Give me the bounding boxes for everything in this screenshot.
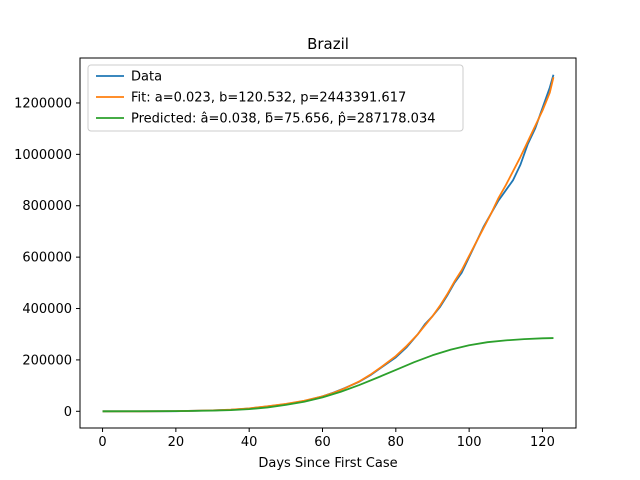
series-line-3 <box>102 337 554 413</box>
legend: Data Fit: a=0.023, b=120.532, p=2443391.6… <box>87 64 464 132</box>
y-axis: 0 200000 400000 600000 800000 1000000 1200000 <box>14 96 80 420</box>
x-tick-label: 40 <box>241 435 258 450</box>
legend-label-3: Predicted: â=0.038, ƃ=75.656, p̂=287178.… <box>131 112 436 127</box>
x-tick-label: 80 <box>388 435 405 450</box>
x-tick-label: 60 <box>314 435 331 450</box>
x-axis: 0 20 40 60 80 100 120 <box>98 428 555 450</box>
legend-label-1: Data <box>131 70 162 85</box>
y-tick-label: 200000 <box>22 353 72 368</box>
x-tick-label: 120 <box>530 435 555 450</box>
plot-area <box>102 74 555 413</box>
axes-frame <box>79 57 577 429</box>
legend-box <box>87 64 464 132</box>
x-tick-label: 20 <box>168 435 185 450</box>
y-tick-label: 1000000 <box>14 148 72 163</box>
x-axis-label: Days Since First Case <box>258 456 397 471</box>
y-tick-label: 1200000 <box>14 96 72 111</box>
legend-label-2: Fit: a=0.023, b=120.532, p=2443391.617 <box>131 91 406 106</box>
y-tick-label: 400000 <box>22 302 72 317</box>
y-tick-label: 800000 <box>22 199 72 214</box>
x-tick-label: 100 <box>457 435 482 450</box>
y-tick-label: 0 <box>64 405 72 420</box>
chart-title: Brazil <box>307 35 349 53</box>
series-line-2 <box>102 77 555 413</box>
y-tick-label: 600000 <box>22 251 72 266</box>
x-tick-label: 0 <box>98 435 106 450</box>
